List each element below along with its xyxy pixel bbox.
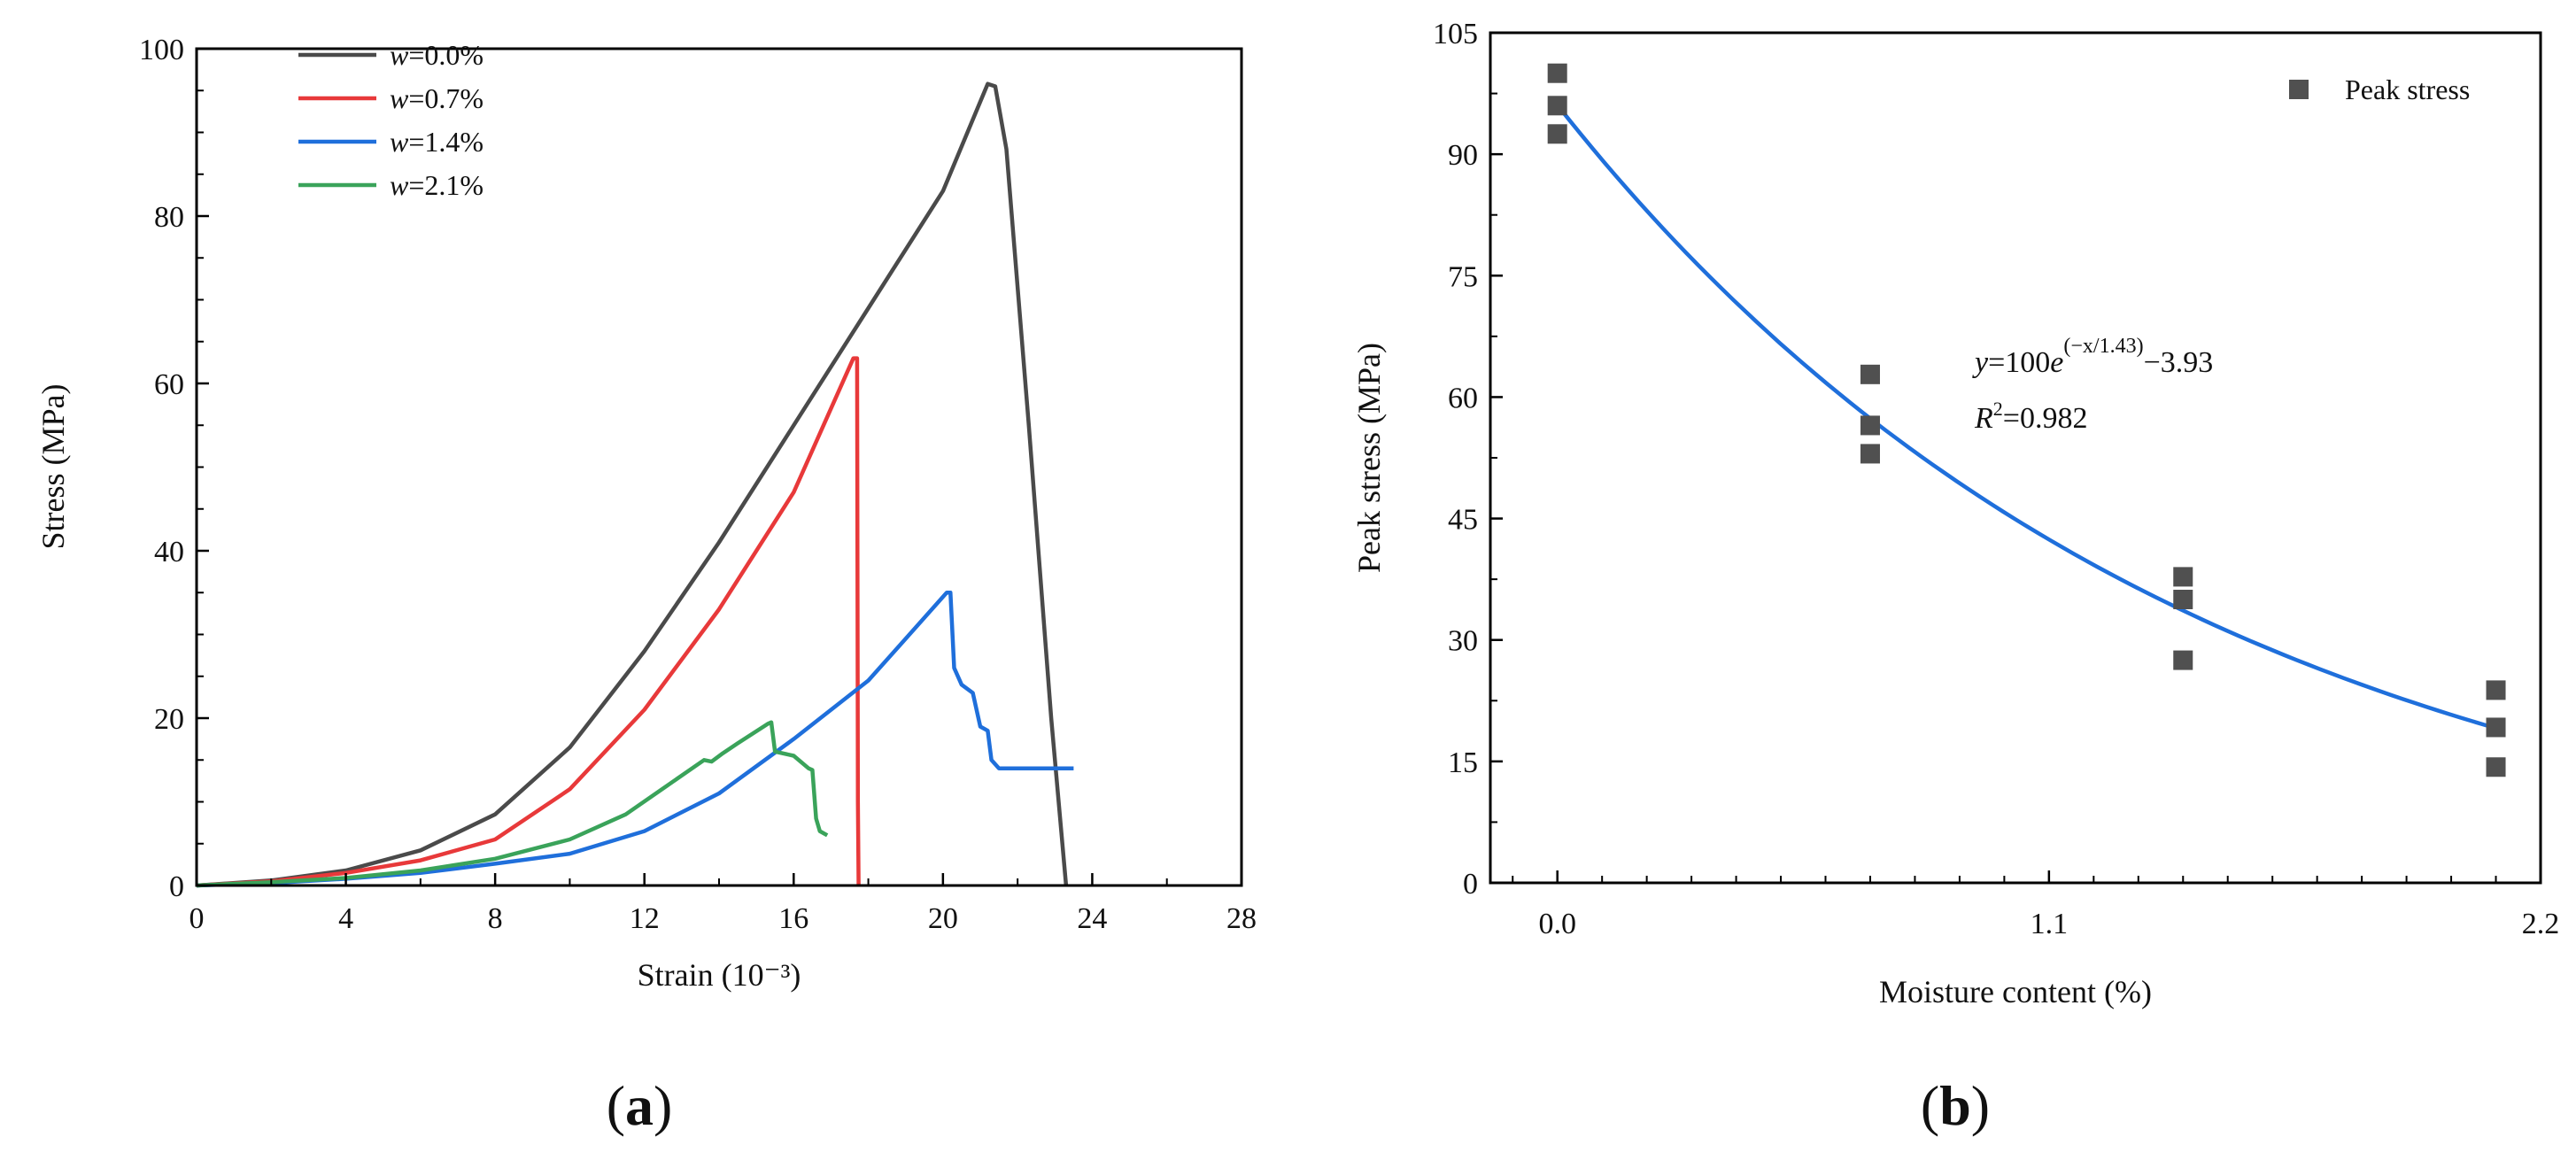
chart-b-point-10	[2486, 717, 2506, 738]
chart-b-point-9	[2486, 680, 2506, 700]
chart-b-panel-label: (b)	[1921, 1074, 1990, 1137]
chart-a-ticks: 0 4 8 12 16 20 24 28 0 20 40 60 80 100	[139, 34, 1257, 935]
chart-b-legend: Peak stress	[2289, 73, 2470, 105]
chart-b-xtick-label: 0.0	[1538, 908, 1576, 940]
chart-a-legend-label-3: w=2.1%	[390, 169, 483, 201]
chart-b-plot-frame	[1489, 31, 2542, 885]
chart-a-xtick-label: 0	[190, 902, 205, 935]
chart-b-ytick-label: 105	[1433, 18, 1478, 50]
chart-a-xtick-label: 24	[1077, 902, 1107, 935]
chart-a-panel-letter: a	[625, 1074, 654, 1137]
chart-a-series-line-1	[196, 356, 861, 888]
chart-b-point-0	[1547, 63, 1567, 83]
chart-a-legend-label-1: w=0.7%	[390, 82, 483, 114]
chart-b-ytick-label: 90	[1448, 139, 1478, 172]
chart-b-xtick-label: 2.2	[2522, 908, 2560, 940]
chart-a-xtick-label: 4	[338, 902, 353, 935]
chart-b-point-2	[1547, 124, 1567, 144]
chart-b-panel-letter: b	[1939, 1074, 1971, 1137]
chart-b-ytick-label: 75	[1448, 260, 1478, 293]
chart-a-xlabel: Strain (10⁻³)	[638, 957, 801, 993]
chart-a-ytick-label: 60	[154, 368, 184, 401]
chart-a-xtick-label: 12	[630, 902, 660, 935]
chart-a-xtick-label: 16	[778, 902, 808, 935]
chart-b-point-3	[1860, 364, 1880, 384]
chart-a-legend-label-0: w=0.0%	[390, 39, 483, 71]
chart-a-xtick-label: 28	[1226, 902, 1257, 935]
chart-b-xtick-label: 1.1	[2031, 908, 2069, 940]
chart-b-ytick-label: 30	[1448, 625, 1478, 658]
chart-a-ylabel: Stress (MPa)	[35, 384, 71, 550]
chart-a-xtick-label: 20	[928, 902, 958, 935]
chart-a-panel-label: (a)	[607, 1074, 673, 1137]
chart-b: 0.0 1.1 2.2 0 15 30 45 60 75 90 105 Peak stress y=…	[1351, 18, 2559, 1137]
chart-a-legend: w=0.0% w=0.7% w=1.4% w=2.1%	[298, 39, 483, 201]
chart-b-ytick-label: 60	[1448, 382, 1478, 414]
chart-b-legend-label: Peak stress	[2345, 73, 2470, 105]
chart-a-ytick-label: 20	[154, 703, 184, 736]
chart-b-point-7	[2173, 590, 2193, 609]
chart-b-ytick-label: 45	[1448, 504, 1478, 537]
chart-a-ytick-label: 0	[169, 870, 184, 903]
chart-b-equation-line: y=100e(−x/1.43)−3.93	[1972, 335, 2213, 379]
chart-a-xtick-label: 8	[488, 902, 503, 935]
chart-b-fit-curve	[1555, 104, 2497, 731]
chart-b-point-1	[1547, 96, 1567, 116]
chart-a-plot-frame	[195, 47, 1243, 887]
chart-b-ytick-label: 0	[1463, 868, 1478, 901]
chart-a-ytick-label: 100	[139, 34, 184, 66]
chart-a-legend-label-2: w=1.4%	[390, 126, 483, 158]
chart-b-ticks: 0.0 1.1 2.2 0 15 30 45 60 75 90 105	[1433, 18, 2559, 940]
chart-b-r2: R2=0.982	[1974, 398, 2087, 435]
chart-b-equation: y=100e(−x/1.43)−3.93 R2=0.982	[1972, 335, 2213, 435]
chart-b-point-6	[2173, 567, 2193, 587]
chart-a-ytick-label: 40	[154, 536, 184, 568]
chart-a-series-line-2	[196, 591, 1074, 888]
chart-b-point-8	[2173, 650, 2193, 670]
chart-b-point-11	[2486, 757, 2506, 777]
chart-a-series-line-3	[196, 720, 829, 888]
chart-b-legend-swatch	[2289, 80, 2309, 99]
chart-b-ylabel: Peak stress (MPa)	[1351, 343, 1387, 573]
chart-b-xlabel: Moisture content (%)	[1879, 974, 2152, 1009]
chart-b-point-4	[1860, 415, 1880, 436]
chart-b-point-5	[1860, 444, 1880, 464]
chart-a-series-line-0	[196, 81, 1069, 888]
chart-a-series	[196, 81, 1074, 888]
chart-b-ytick-label: 15	[1448, 746, 1478, 779]
chart-b-series	[1547, 63, 2506, 777]
chart-a-ytick-label: 80	[154, 201, 184, 234]
